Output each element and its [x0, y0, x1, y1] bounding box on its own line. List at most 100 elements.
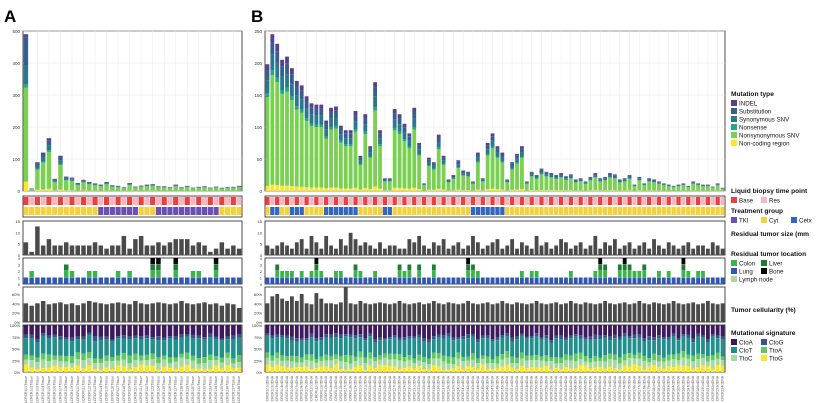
pb-bar-20-seg — [358, 163, 363, 165]
pb-sig-seg — [520, 333, 524, 336]
pa-sig-seg — [225, 365, 230, 372]
pb-bar-51-seg — [510, 189, 515, 191]
pa-bar-15-seg — [104, 182, 109, 184]
pb-sample-label-82: CRCR182ctDNA — [662, 375, 666, 401]
pb-sig-seg — [427, 325, 431, 340]
pb-timepoint-cell — [451, 197, 456, 205]
pb-loc-seg — [720, 277, 725, 284]
pb-bar-32-seg — [417, 145, 422, 150]
pb-bar-7-seg — [294, 109, 299, 187]
pb-bar-64-seg — [573, 179, 578, 181]
pb-loc-seg — [603, 277, 608, 284]
pb-cell-bar-31 — [412, 303, 417, 322]
pb-loc-seg — [642, 264, 647, 271]
pa-sig-seg — [179, 325, 184, 335]
pa-loc-seg — [173, 277, 178, 284]
pb-sig-seg — [647, 336, 652, 341]
pb-size-bar-93 — [715, 245, 720, 255]
pb-bar-31-seg — [412, 129, 417, 188]
pa-loc-seg — [40, 277, 46, 284]
pa-treatment-cell — [46, 207, 52, 215]
pa-sig-seg — [173, 339, 178, 358]
pb-sig-seg — [652, 337, 656, 341]
pb-bar-63-seg — [568, 176, 573, 179]
pa-sig-seg — [196, 325, 202, 336]
pa-sig-seg — [161, 325, 167, 338]
pb-sample-label-47: CRCR147ctDNA — [491, 375, 495, 401]
pb-sample-label-31: CRCR131ctDNA — [412, 375, 416, 401]
pb-bar-21-seg — [363, 114, 368, 119]
pb-sig-seg — [632, 358, 637, 365]
pb-treatment-cell — [612, 207, 618, 215]
pb-bar-6-seg — [290, 68, 294, 75]
pb-timepoint-cell — [500, 197, 505, 205]
pa-bar-7-seg — [58, 157, 63, 161]
pa-loc-seg — [69, 277, 75, 284]
pb-sig-seg — [671, 359, 676, 368]
pa-sig-seg — [173, 325, 178, 336]
pb-bar-30-seg — [407, 146, 412, 149]
pb-treatment-cell — [475, 207, 481, 215]
pb-sig-seg — [500, 337, 505, 355]
pb-sample-label-44: CRCR144ctDNA — [476, 375, 480, 401]
pb-sig-seg — [353, 366, 358, 372]
pb-bar-28-seg — [397, 124, 402, 132]
pb-bar-18-seg — [348, 130, 353, 134]
pb-size-bar-21 — [363, 242, 368, 255]
pb-loc-seg — [319, 277, 324, 284]
pb-ytick-main: 50 — [257, 157, 263, 162]
pa-sample-label-7: SLCRCR107Tissue — [58, 376, 62, 403]
pb-bar-2-seg — [270, 184, 275, 191]
pb-bar-53-seg — [520, 146, 524, 149]
pb-loc-seg — [617, 271, 622, 278]
pb-sig-seg — [436, 337, 441, 354]
pa-loc-seg — [173, 271, 178, 278]
pb-bar-14-seg — [329, 129, 333, 188]
pb-sig-seg — [593, 334, 598, 340]
pb-sig-seg — [534, 367, 539, 372]
pb-bar-75-seg — [627, 175, 632, 178]
pb-loc-seg — [485, 277, 490, 284]
pb-bar-32-seg — [417, 189, 422, 191]
pb-bar-68-seg — [593, 177, 598, 191]
pa-sig-seg — [202, 325, 207, 338]
pb-bar-56-seg — [534, 175, 539, 176]
pa-sig-seg — [98, 325, 104, 337]
pb-loc-seg — [529, 277, 534, 284]
pb-treatment-cell — [485, 207, 490, 215]
pb-sig-seg — [441, 361, 446, 370]
pb-bar-3-seg — [275, 82, 280, 186]
pb-cell-bar-91 — [705, 301, 710, 322]
pb-sig-seg — [578, 365, 583, 372]
pa-loc-seg — [98, 277, 104, 284]
pb-timepoint-cell — [671, 197, 676, 205]
pb-sig-seg — [715, 338, 720, 353]
pb-timepoint-cell — [456, 197, 461, 205]
pb-sig-seg — [696, 325, 700, 334]
pb-bar-15-seg — [334, 125, 338, 129]
pa-cell-bar-26 — [167, 304, 173, 322]
pb-sig-seg — [343, 334, 348, 337]
pb-treatment-cell — [319, 207, 324, 215]
pb-sig-seg — [657, 361, 661, 368]
pb-sig-seg — [456, 352, 461, 359]
pb-sig-seg — [471, 366, 475, 372]
pb-bar-71-seg — [608, 173, 612, 176]
pb-size-bar-37 — [441, 239, 446, 255]
pa-size-bar-27 — [173, 239, 178, 255]
pa-sample-label-29: SLCRCR129Tissue — [185, 376, 189, 403]
pb-sig-seg — [471, 325, 475, 334]
pa-loc-seg — [236, 277, 242, 284]
pb-bar-30-seg — [407, 140, 412, 147]
pb-frame-sig — [264, 324, 726, 373]
pa-bar-29-seg — [185, 186, 190, 188]
pb-sig-seg — [412, 368, 417, 372]
pa-sig-seg — [115, 338, 121, 356]
pa-sig-seg — [133, 335, 138, 339]
pb-sig-seg — [520, 358, 524, 367]
pa-treatment-cell — [155, 207, 162, 215]
pb-sig-seg — [485, 356, 490, 364]
pa-sig-seg — [190, 360, 196, 369]
pa-sample-label-22: SLCRCR122Tissue — [145, 376, 149, 403]
pb-sig-seg — [524, 338, 529, 356]
